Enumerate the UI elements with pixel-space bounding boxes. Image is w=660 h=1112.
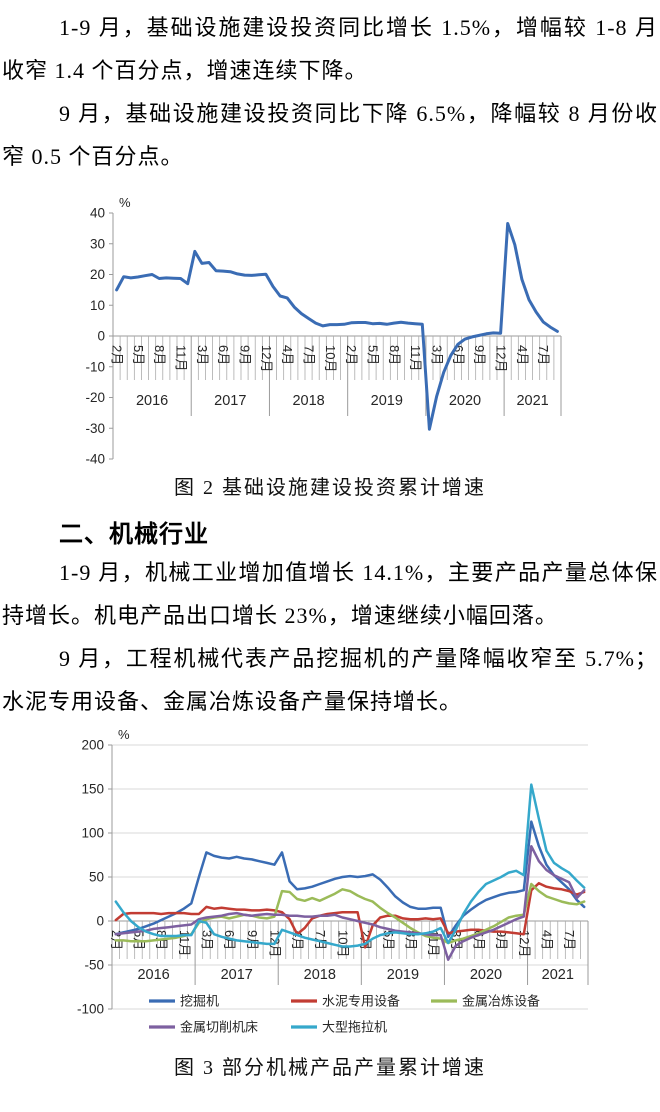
y-tick-label: -30	[85, 421, 105, 436]
x-tick-label: 8月	[152, 345, 167, 365]
figure-3: -100 -50 0 50 100 150 200% 2月 5月 8月 11月 3月 6月 9月 12月 4月…	[2, 729, 658, 1081]
paragraph-infrastructure-cumulative: 1-9 月，基础设施建设投资同比增长 1.5%，增幅较 1-8 月收窄 1.4 …	[2, 15, 658, 83]
figure-2-caption: 图 2 基础设施建设投资累计增速	[174, 477, 486, 499]
y-tick-label: 10	[90, 298, 105, 313]
section-heading-machinery: 二、机械行业	[59, 521, 209, 548]
x-tick-label: 10月	[335, 930, 350, 957]
y-tick-label: 20	[90, 267, 105, 282]
x-tick-label: 7月	[536, 345, 551, 365]
x-tick-label: 5月	[131, 345, 146, 365]
x-tick-label: 3月	[430, 345, 445, 365]
year-label: 2016	[137, 967, 169, 983]
x-tick-label: 3月	[195, 345, 210, 365]
legend-label-金属切削机床: 金属切削机床	[180, 1020, 258, 1035]
x-tick-label: 3月	[199, 930, 214, 950]
figure-3-caption: 图 3 部分机械产品产量累计增速	[174, 1057, 486, 1079]
x-tick-label: 4月	[515, 345, 530, 365]
y-tick-label: -100	[77, 1002, 104, 1017]
x-tick-label: 11月	[174, 345, 189, 372]
year-label: 2017	[214, 393, 246, 409]
x-tick-label: 9月	[238, 345, 253, 365]
x-tick-label: 6月	[451, 345, 466, 365]
y-tick-label: -40	[85, 452, 105, 467]
legend-label-水泥专用设备: 水泥专用设备	[322, 994, 400, 1009]
paragraph-machinery-cumulative: 1-9 月，机械工业增加值增长 14.1%，主要产品产量总体保持增长。机电产品出…	[2, 560, 658, 628]
y-tick-label: -20	[85, 390, 105, 405]
year-label: 2018	[292, 393, 324, 409]
series-line-大型拖拉机	[114, 783, 586, 948]
year-label: 2020	[470, 967, 502, 983]
year-label: 2018	[304, 967, 336, 983]
x-tick-label: 11月	[408, 345, 423, 372]
paragraph-machinery-september: 9 月，工程机械代表产品挖掘机的产量降幅收窄至 5.7%；水泥专用设备、金属冶炼…	[2, 646, 658, 714]
x-tick-label: 10月	[323, 345, 338, 372]
y-tick-label: 100	[81, 826, 104, 841]
x-tick-label: 2月	[110, 345, 125, 365]
x-tick-label: 12月	[494, 345, 509, 372]
year-label: 2021	[516, 393, 548, 409]
series-line-挖掘机	[114, 820, 586, 939]
year-label: 2019	[387, 967, 419, 983]
legend-label-挖掘机: 挖掘机	[180, 994, 219, 1009]
y-tick-label: 30	[90, 236, 105, 251]
y-tick-label: -50	[84, 958, 104, 973]
legend-label-大型拖拉机: 大型拖拉机	[322, 1020, 387, 1035]
x-tick-label: 4月	[280, 345, 295, 365]
year-label: 2017	[221, 967, 253, 983]
x-tick-label: 6月	[222, 930, 237, 950]
x-tick-label: 9月	[245, 930, 260, 950]
x-tick-label: 9月	[472, 345, 487, 365]
year-label: 2020	[449, 393, 481, 409]
y-tick-label: 200	[81, 738, 104, 753]
x-tick-label: 7月	[562, 930, 577, 950]
series-line-金属切削机床	[114, 844, 586, 961]
y-tick-label: 50	[89, 870, 104, 885]
x-tick-label: 4月	[539, 930, 554, 950]
infrastructure-investment-line-chart: -40 -30 -20 -10 0 10 20 30 40% 2月 5月 8月 11月 3月 6月 9月 12月…	[85, 195, 562, 467]
x-tick-label: 6月	[216, 345, 231, 365]
series-line-水泥专用设备	[114, 881, 586, 949]
x-tick-label: 9月	[494, 930, 509, 950]
y-axis-unit-label: %	[118, 729, 130, 742]
y-axis-unit-label: %	[119, 195, 131, 210]
y-tick-label: 40	[90, 206, 105, 221]
x-tick-label: 12月	[259, 345, 274, 372]
year-label: 2021	[542, 967, 574, 983]
report-body: 1-9 月，基础设施建设投资同比增长 1.5%，增幅较 1-8 月收窄 1.4 …	[2, 15, 658, 1081]
year-label: 2016	[136, 393, 168, 409]
y-tick-label: 0	[97, 329, 105, 344]
figure-2: -40 -30 -20 -10 0 10 20 30 40% 2月 5月 8月 11月 3月 6月 9月 12月…	[2, 192, 658, 501]
x-tick-label: 5月	[366, 345, 381, 365]
legend-label-金属冶炼设备: 金属冶炼设备	[462, 994, 540, 1009]
year-label: 2019	[371, 393, 403, 409]
x-tick-label: 2月	[344, 345, 359, 365]
y-tick-label: 150	[81, 782, 104, 797]
series-line-基础设施建设投资累计增速	[115, 222, 559, 431]
x-tick-label: 7月	[302, 345, 317, 365]
y-tick-label: -10	[85, 359, 105, 374]
x-tick-label: 8月	[387, 345, 402, 365]
paragraph-infrastructure-september: 9 月，基础设施建设投资同比下降 6.5%，降幅较 8 月份收窄 0.5 个百分…	[2, 101, 658, 169]
x-tick-label: 12月	[517, 930, 532, 957]
y-tick-label: 0	[96, 914, 104, 929]
